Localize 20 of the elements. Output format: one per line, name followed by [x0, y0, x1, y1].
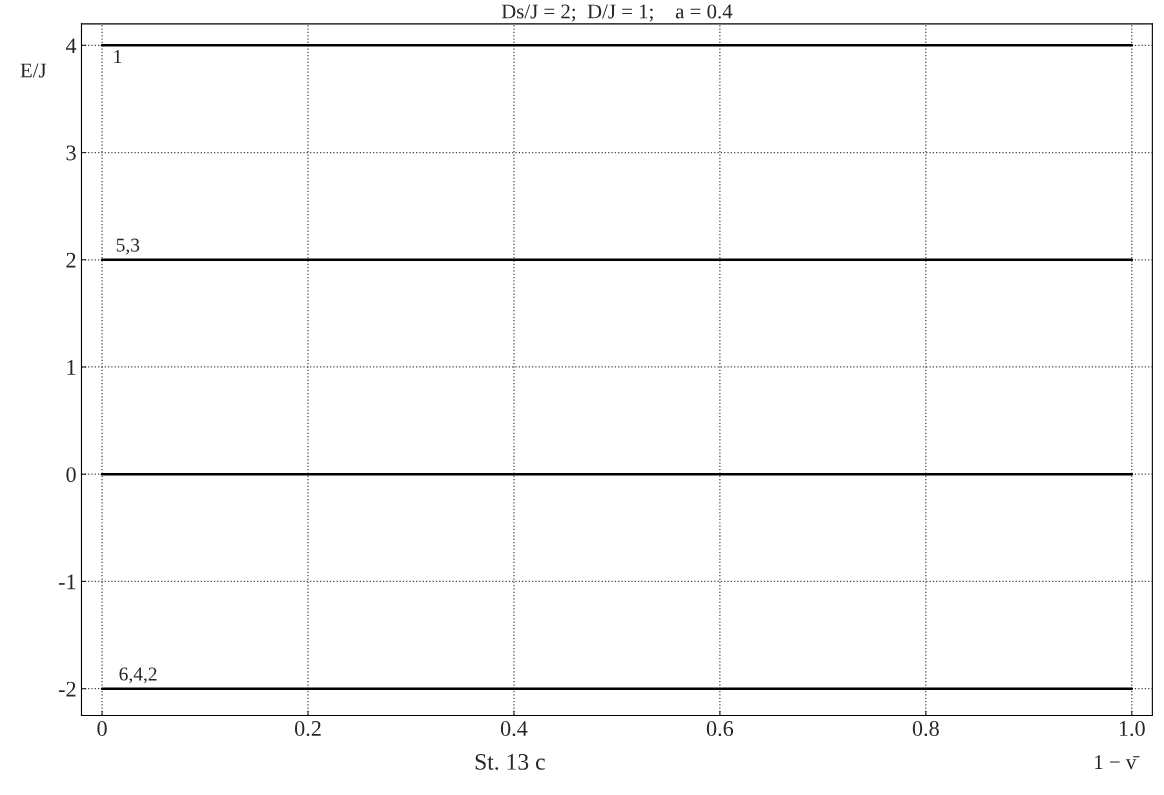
y-tick-label: 2 [66, 252, 76, 268]
y-tick-label: 0 [66, 467, 76, 483]
y-tick-label: 3 [66, 145, 76, 161]
x-tick-label: 0.4 [500, 721, 528, 737]
y-tick-label: 4 [65, 38, 77, 54]
text: St. 13 c [475, 753, 545, 770]
y-axis-title: E/J [20, 63, 47, 78]
x-tick-label: 0.8 [912, 721, 939, 737]
x-tick-label: 0.2 [294, 721, 321, 737]
y-tick-label: -2 [58, 681, 76, 697]
x-tick-label: 1.0 [1119, 721, 1145, 737]
x-tick-label: 0 [97, 721, 107, 736]
chart-title: Ds/J = 2; D/J = 1; a = 0.4 [501, 4, 733, 22]
annotation: 5,3 [116, 238, 140, 255]
y-tick-label: -1 [58, 574, 76, 590]
annotation: 6,4,2 [119, 667, 157, 684]
annotation: 1 [114, 50, 122, 63]
x-axis-title: 1 − v̄ [1095, 755, 1140, 770]
y-tick-label: 1 [67, 360, 76, 375]
x-tick-label: 0.6 [706, 721, 734, 737]
